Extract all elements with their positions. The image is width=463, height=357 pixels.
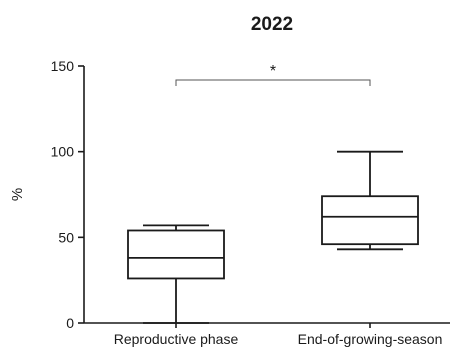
y-tick-label: 150 [51,58,75,74]
x-category-label: End-of-growing-season [298,331,443,347]
significance-bracket [175,79,371,86]
significance-annotation: * [175,63,371,86]
y-tick-label: 0 [66,315,74,331]
significance-label: * [270,63,276,80]
y-axis-label: % [9,188,26,201]
iqr-box [127,229,225,280]
y-tick-label: 100 [51,144,75,160]
box-group [321,150,419,251]
boxes [127,150,419,324]
iqr-box [321,195,419,246]
chart-title: 2022 [251,14,293,35]
x-category-label: Reproductive phase [114,331,239,347]
y-tick-label: 50 [58,229,74,245]
box-group [127,224,225,324]
